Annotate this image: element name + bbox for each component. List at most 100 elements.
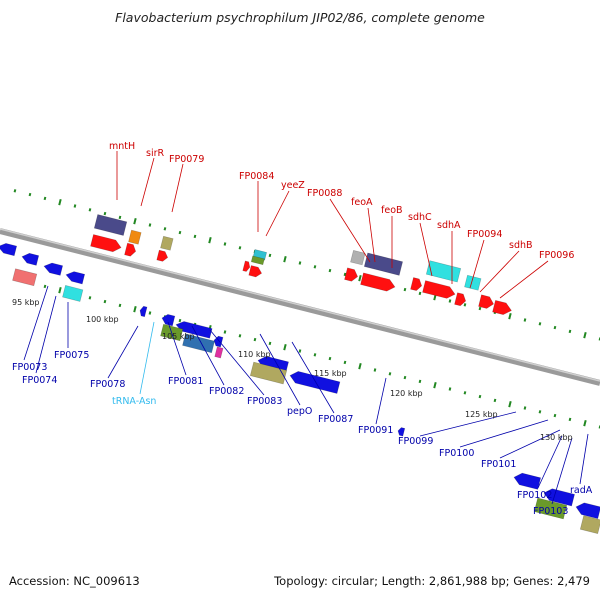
- leader-reverse-13: [537, 435, 563, 489]
- tick-mark-outer-reverse: [553, 413, 557, 418]
- scale-label-115: 115 kbp: [314, 369, 347, 378]
- gene-feature-27: [344, 267, 359, 282]
- gene-label-FP0084[interactable]: FP0084: [239, 171, 274, 182]
- gene-label-FP0094[interactable]: FP0094: [467, 229, 502, 240]
- tick-mark-outer-forward: [268, 253, 272, 258]
- gene-feature-39: [350, 249, 366, 266]
- tick-mark-outer-forward: [313, 265, 317, 269]
- tick-mark-outer-forward: [433, 294, 437, 301]
- gene-label-pepO[interactable]: pepO: [287, 406, 312, 417]
- gene-feature-20: [533, 497, 568, 520]
- gene-label-FP0096[interactable]: FP0096: [539, 250, 574, 261]
- gene-label-FP0088[interactable]: FP0088: [307, 188, 342, 199]
- tick-mark-outer-forward: [448, 299, 452, 303]
- gene-label-mntH[interactable]: mntH: [109, 141, 135, 152]
- gene-feature-41: [425, 260, 462, 283]
- tick-mark-outer-forward: [178, 230, 182, 235]
- gene-label-FP0103[interactable]: FP0103: [533, 506, 568, 517]
- tick-mark-outer-reverse: [358, 363, 362, 370]
- tick-mark-outer-forward: [508, 313, 512, 320]
- gene-label-FP0101[interactable]: FP0101: [481, 459, 516, 470]
- tick-mark-outer-reverse: [313, 353, 317, 357]
- gene-label-sdhA[interactable]: sdhA: [437, 220, 461, 231]
- gene-label-FP0073[interactable]: FP0073: [12, 362, 47, 373]
- tick-mark-outer-reverse: [538, 410, 542, 414]
- tick-mark-outer-forward: [328, 268, 332, 273]
- gene-label-FP0079[interactable]: FP0079: [169, 154, 204, 165]
- gene-feature-3: [65, 271, 86, 285]
- scale-label-130: 130 kbp: [540, 433, 573, 442]
- gene-feature-32: [478, 294, 494, 309]
- gene-feature-23: [124, 242, 137, 257]
- gene-feature-11: [513, 472, 542, 490]
- gene-label-FP0074[interactable]: FP0074: [22, 375, 57, 386]
- tick-mark-outer-reverse: [178, 318, 182, 323]
- gene-feature-18: [214, 346, 224, 359]
- gene-feature-26: [248, 265, 263, 278]
- gene-label-FP0100[interactable]: FP0100: [439, 448, 474, 459]
- tick-mark-outer-reverse: [223, 330, 227, 334]
- tick-mark-outer-forward: [568, 329, 572, 334]
- gene-label-feoB[interactable]: feoB: [381, 205, 403, 216]
- accession-text: Accession: NC_009613: [9, 574, 140, 588]
- gene-feature-19: [249, 361, 288, 385]
- tick-mark-outer-forward: [478, 306, 482, 311]
- tick-mark-outer-forward: [43, 196, 47, 201]
- gene-feature-14: [12, 268, 38, 287]
- gene-feature-34: [93, 214, 128, 236]
- tick-mark-outer-forward: [463, 303, 467, 307]
- leader-reverse-0: [23, 285, 49, 361]
- tick-mark-outer-forward: [208, 237, 212, 244]
- gene-label-FP0078[interactable]: FP0078: [90, 379, 125, 390]
- gene-feature-30: [422, 280, 456, 299]
- gene-feature-38: [250, 255, 265, 266]
- leader-forward-8: [419, 222, 433, 277]
- tick-mark-outer-reverse: [253, 337, 257, 342]
- gene-feature-2: [43, 262, 64, 276]
- leader-reverse-3: [107, 325, 139, 379]
- gene-feature-9: [289, 371, 341, 394]
- gene-label-FP0075[interactable]: FP0075: [54, 350, 89, 361]
- leader-forward-10: [469, 239, 485, 289]
- gene-label-tRNA-Asn[interactable]: tRNA-Asn: [112, 396, 156, 407]
- tick-mark-outer-forward: [133, 218, 137, 225]
- gene-label-sdhB[interactable]: sdhB: [509, 240, 533, 251]
- gene-feature-28: [360, 272, 396, 292]
- leader-forward-2: [171, 163, 184, 213]
- leader-forward-6: [367, 207, 376, 263]
- tick-mark-outer-forward: [298, 261, 302, 265]
- gene-label-FP0099[interactable]: FP0099: [398, 436, 433, 447]
- tick-mark-outer-forward: [28, 192, 32, 197]
- tick-mark-outer-reverse: [388, 372, 392, 376]
- reverse-gene-labels: FP0073 FP0074 FP0075 FP0078 FP0081 FP008…: [12, 350, 593, 517]
- gene-label-FP0083[interactable]: FP0083: [247, 396, 282, 407]
- gene-feature-22: [90, 234, 122, 253]
- gene-label-sirR[interactable]: sirR: [146, 148, 164, 159]
- leader-forward-11: [479, 250, 520, 293]
- gene-label-feoA[interactable]: feoA: [351, 197, 373, 208]
- tick-mark-outer-reverse: [583, 420, 587, 427]
- gene-feature-13: [575, 502, 600, 519]
- tick-mark-outer-forward: [163, 227, 167, 231]
- gene-label-sdhC[interactable]: sdhC: [408, 212, 432, 223]
- tick-mark-outer-forward: [118, 215, 122, 220]
- tick-mark-outer-forward: [283, 256, 287, 263]
- gene-label-FP0087[interactable]: FP0087: [318, 414, 353, 425]
- scale-label-110: 110 kbp: [238, 350, 271, 359]
- scale-label-125: 125 kbp: [465, 410, 498, 419]
- tick-mark-outer-forward: [223, 242, 227, 246]
- gene-label-radA[interactable]: radA: [570, 485, 593, 496]
- gene-label-yeeZ[interactable]: yeeZ: [281, 180, 305, 191]
- tick-mark-outer-reverse: [283, 344, 287, 351]
- leader-reverse-1: [35, 295, 57, 374]
- leader-reverse-4: [167, 321, 187, 376]
- tick-mark-outer-reverse: [448, 387, 452, 391]
- gene-feature-31: [454, 292, 467, 307]
- gene-label-FP0081[interactable]: FP0081: [168, 376, 203, 387]
- leader-reverse-11: [459, 419, 549, 448]
- gene-label-FP0102[interactable]: FP0102: [517, 490, 552, 501]
- gene-label-FP0082[interactable]: FP0082: [209, 386, 244, 397]
- tick-mark-outer-reverse: [43, 284, 47, 289]
- leader-forward-4: [265, 190, 290, 237]
- gene-label-FP0091[interactable]: FP0091: [358, 425, 393, 436]
